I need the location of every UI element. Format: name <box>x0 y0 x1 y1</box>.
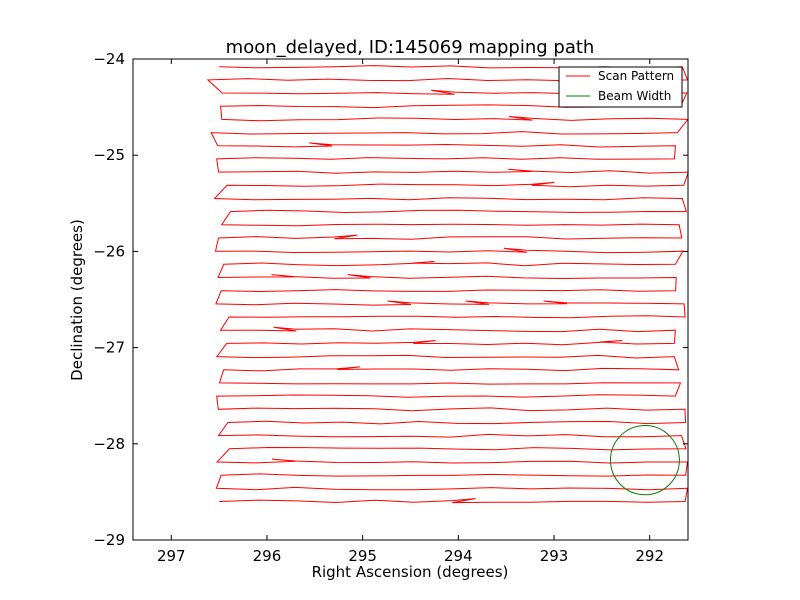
legend: Scan Pattern Beam Width <box>558 66 683 108</box>
legend-box <box>558 66 683 108</box>
x-tick-label: 294 <box>444 547 473 565</box>
plot-area <box>133 59 688 540</box>
chart-title: moon_delayed, ID:145069 mapping path <box>226 37 595 58</box>
plot-frame <box>132 58 689 541</box>
scan-pattern-line <box>206 65 690 504</box>
x-tick-label: 292 <box>635 547 664 565</box>
y-tick-label: −25 <box>93 146 125 164</box>
x-tick-label: 295 <box>348 547 377 565</box>
x-axis-label: Right Ascension (degrees) <box>312 563 509 581</box>
legend-scan-pattern-label: Scan Pattern <box>598 69 674 83</box>
y-tick-label: −28 <box>93 435 125 453</box>
ticks-layer: 297 296 295 294 293 292 −24 −25 −26 −27 −28 −29 <box>93 50 688 565</box>
y-tick-label: −24 <box>93 50 125 68</box>
x-tick-label: 297 <box>157 547 186 565</box>
y-axis-label: Declination (degrees) <box>68 219 86 381</box>
x-tick-label: 293 <box>540 547 569 565</box>
data-layer <box>206 65 690 504</box>
x-tick-label: 296 <box>253 547 282 565</box>
beam-width-circle <box>609 425 680 496</box>
y-tick-label: −29 <box>93 531 125 549</box>
y-tick-label: −27 <box>93 339 125 357</box>
legend-beam-width-label: Beam Width <box>598 89 671 103</box>
y-tick-label: −26 <box>93 242 125 260</box>
